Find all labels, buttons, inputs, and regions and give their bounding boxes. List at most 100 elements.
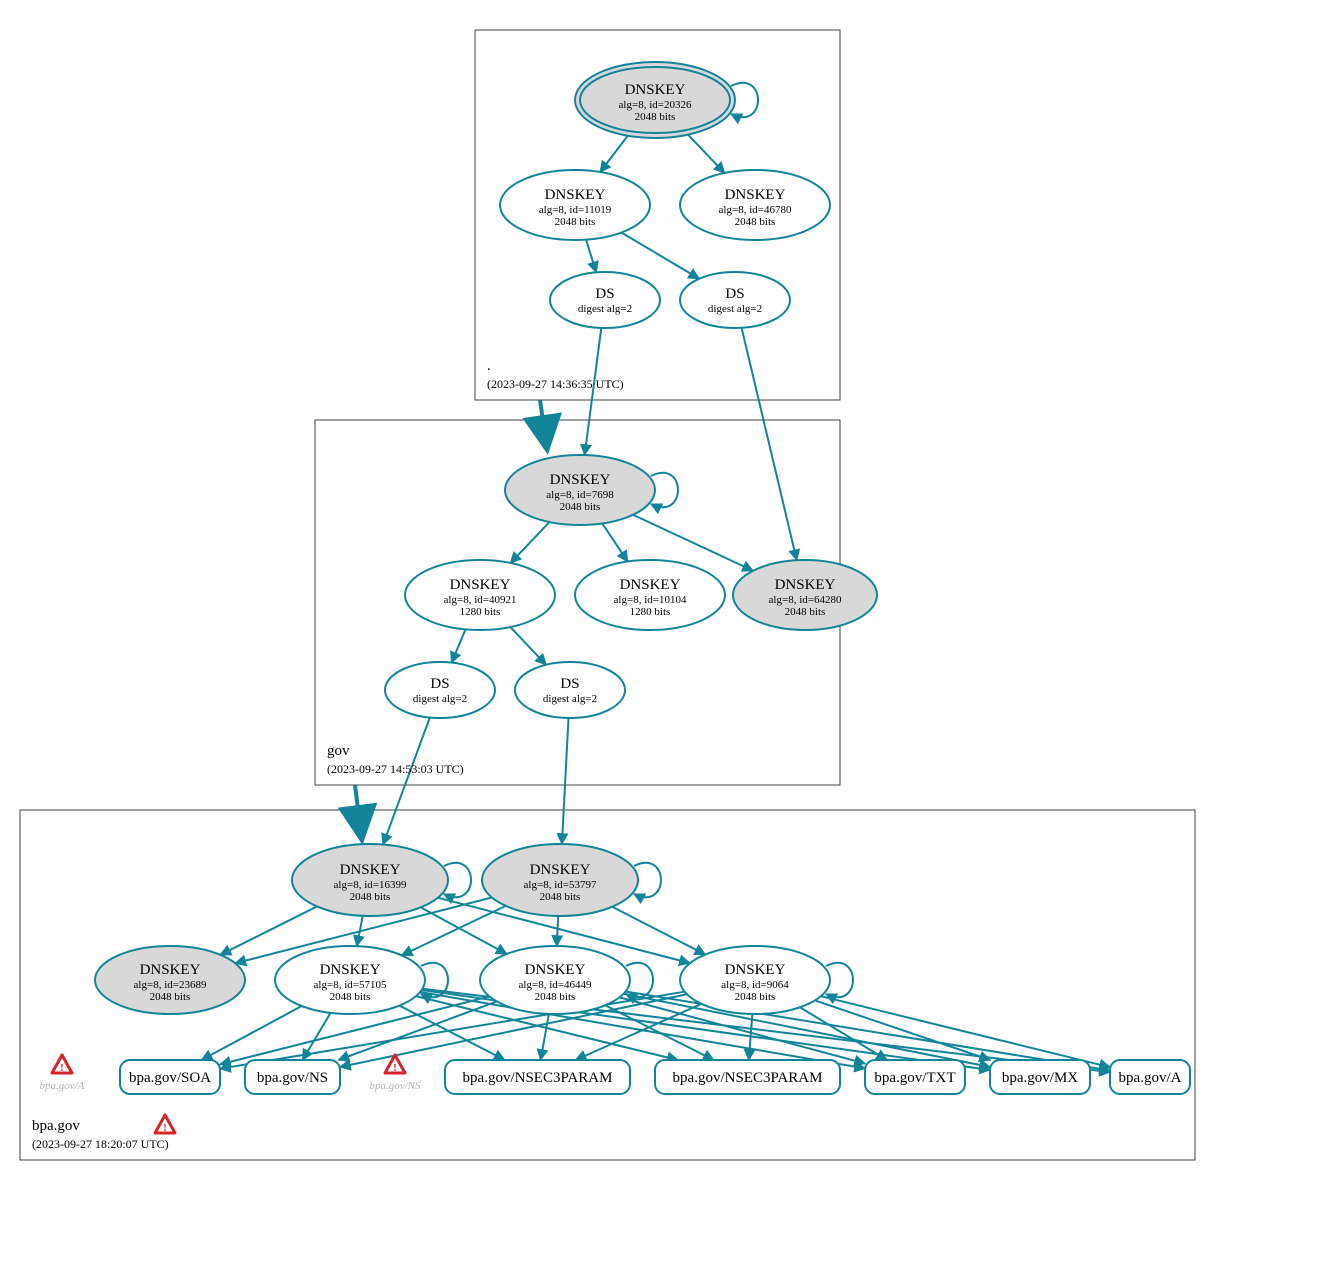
- svg-text:!: !: [163, 1122, 167, 1134]
- edge-bk6-rr1: [220, 992, 685, 1069]
- node-rk2: DNSKEYalg=8, id=110192048 bits: [500, 170, 650, 240]
- zone-time-gov: (2023-09-27 14:53:03 UTC): [327, 762, 464, 776]
- rr-label: bpa.gov/TXT: [874, 1070, 955, 1086]
- node-line3: 2048 bits: [350, 891, 391, 903]
- node-line2: alg=8, id=9064: [721, 979, 789, 991]
- node-line3: 1280 bits: [630, 606, 671, 618]
- warning-icon: !: [155, 1115, 175, 1134]
- node-line2: alg=8, id=46449: [519, 979, 592, 991]
- rr-label: bpa.gov/NS: [257, 1070, 328, 1086]
- node-line2: alg=8, id=53797: [524, 879, 597, 891]
- node-rk1: DNSKEYalg=8, id=203262048 bits: [575, 62, 758, 138]
- node-rk3: DNSKEYalg=8, id=467802048 bits: [680, 170, 830, 240]
- node-gds1: DSdigest alg=2: [385, 662, 495, 718]
- node-title: DNSKEY: [545, 187, 606, 203]
- rr-label: bpa.gov/NSEC3PARAM: [463, 1070, 613, 1086]
- zone-time-root: (2023-09-27 14:36:35 UTC): [487, 377, 624, 391]
- node-line2: digest alg=2: [413, 693, 467, 705]
- edge-rk1-rk2: [600, 136, 628, 172]
- warning-label: bpa.gov/NS: [369, 1080, 421, 1092]
- node-line2: alg=8, id=10104: [614, 594, 687, 606]
- edge-gk2-gds2: [510, 627, 546, 665]
- warning-icon: ! bpa.gov/A: [40, 1055, 85, 1092]
- edge-bk4-rr1: [202, 1006, 302, 1060]
- node-line2: digest alg=2: [543, 693, 597, 705]
- edge-bk6-rr6: [815, 1000, 990, 1060]
- node-rr1: bpa.gov/SOA: [120, 1060, 220, 1094]
- node-line2: alg=8, id=16399: [334, 879, 407, 891]
- node-line3: 2048 bits: [560, 501, 601, 513]
- edge-gk1-gk3: [602, 523, 627, 561]
- node-title: DS: [595, 286, 614, 302]
- edge-gds1-bk1: [383, 718, 430, 845]
- node-rr3: bpa.gov/NSEC3PARAM: [445, 1060, 630, 1094]
- node-title: DNSKEY: [725, 187, 786, 203]
- node-line2: digest alg=2: [578, 303, 632, 315]
- edge-rk2-rds1: [586, 240, 596, 273]
- edge-bk2-bk4: [402, 906, 506, 956]
- node-bk4: DNSKEYalg=8, id=571052048 bits: [275, 946, 448, 1014]
- rr-label: bpa.gov/NSEC3PARAM: [673, 1070, 823, 1086]
- edge-gds2-bk2: [562, 718, 569, 844]
- svg-text:!: !: [393, 1062, 397, 1074]
- node-line3: 2048 bits: [735, 991, 776, 1003]
- node-title: DNSKEY: [530, 862, 591, 878]
- node-title: DS: [560, 676, 579, 692]
- node-rr6: bpa.gov/MX: [990, 1060, 1090, 1094]
- zone-time-bpagov: (2023-09-27 18:20:07 UTC): [32, 1137, 169, 1151]
- warning-label: bpa.gov/A: [40, 1080, 85, 1092]
- zone-label-bpagov: bpa.gov: [32, 1118, 80, 1134]
- node-line3: 2048 bits: [735, 216, 776, 228]
- node-line2: alg=8, id=64280: [769, 594, 842, 606]
- node-bk2: DNSKEYalg=8, id=537972048 bits: [482, 844, 661, 916]
- node-line3: 2048 bits: [635, 111, 676, 123]
- zone-label-gov: gov: [327, 743, 350, 759]
- node-line3: 2048 bits: [785, 606, 826, 618]
- node-title: DNSKEY: [320, 962, 381, 978]
- edge-gk2-gds1: [452, 629, 466, 662]
- edge-bk6-rr5: [800, 1007, 887, 1060]
- node-gk3: DNSKEYalg=8, id=101041280 bits: [575, 560, 725, 630]
- edge-bk5-rr3: [541, 1014, 549, 1060]
- edge-bk1-bk3: [220, 906, 317, 954]
- node-bk1: DNSKEYalg=8, id=163992048 bits: [292, 844, 471, 916]
- node-line2: alg=8, id=46780: [719, 204, 792, 216]
- node-bk5: DNSKEYalg=8, id=464492048 bits: [480, 946, 653, 1014]
- edge-rds2-gk4: [742, 328, 797, 560]
- svg-text:!: !: [60, 1062, 64, 1074]
- node-title: DNSKEY: [625, 82, 686, 98]
- dnssec-diagram: DNSKEYalg=8, id=203262048 bitsDNSKEYalg=…: [0, 0, 1327, 1282]
- node-line2: alg=8, id=40921: [444, 594, 517, 606]
- node-title: DS: [430, 676, 449, 692]
- node-rds1: DSdigest alg=2: [550, 272, 660, 328]
- node-line2: alg=8, id=57105: [314, 979, 387, 991]
- zone-arrow-root-gov: [540, 400, 545, 435]
- node-line2: digest alg=2: [708, 303, 762, 315]
- node-bk3: DNSKEYalg=8, id=236892048 bits: [95, 946, 245, 1014]
- node-title: DS: [725, 286, 744, 302]
- zone-label-root: .: [487, 358, 491, 374]
- node-rr5: bpa.gov/TXT: [865, 1060, 965, 1094]
- rr-label: bpa.gov/A: [1119, 1070, 1182, 1086]
- node-title: DNSKEY: [450, 577, 511, 593]
- node-title: DNSKEY: [550, 472, 611, 488]
- rr-label: bpa.gov/SOA: [129, 1070, 211, 1086]
- node-title: DNSKEY: [620, 577, 681, 593]
- rr-label: bpa.gov/MX: [1002, 1070, 1078, 1086]
- edge-rk1-rk3: [688, 135, 725, 173]
- node-line3: 2048 bits: [150, 991, 191, 1003]
- edge-rk2-rds2: [621, 233, 699, 279]
- node-title: DNSKEY: [140, 962, 201, 978]
- node-line3: 1280 bits: [460, 606, 501, 618]
- node-title: DNSKEY: [525, 962, 586, 978]
- node-gds2: DSdigest alg=2: [515, 662, 625, 718]
- node-rr7: bpa.gov/A: [1110, 1060, 1190, 1094]
- node-gk4: DNSKEYalg=8, id=642802048 bits: [733, 560, 877, 630]
- node-line2: alg=8, id=20326: [619, 99, 692, 111]
- node-line3: 2048 bits: [330, 991, 371, 1003]
- node-rr2: bpa.gov/NS: [245, 1060, 340, 1094]
- node-line3: 2048 bits: [540, 891, 581, 903]
- node-rds2: DSdigest alg=2: [680, 272, 790, 328]
- zone-arrow-gov-bpagov: [355, 785, 360, 825]
- edge-bk5-rr4: [605, 1005, 714, 1060]
